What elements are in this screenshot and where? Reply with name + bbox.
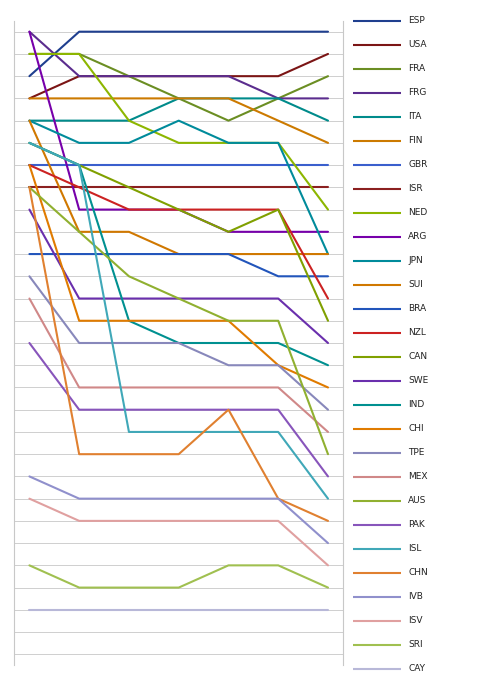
Text: FRG: FRG [408,88,426,97]
Text: SWE: SWE [408,376,428,386]
Text: MEX: MEX [408,472,427,482]
Text: AUS: AUS [408,496,426,506]
Text: BRA: BRA [408,304,426,314]
Text: USA: USA [408,40,426,49]
Text: CAN: CAN [408,352,427,362]
Text: ESP: ESP [408,16,425,25]
Text: ITA: ITA [408,112,422,121]
Text: JPN: JPN [408,256,423,265]
Text: ARG: ARG [408,232,427,241]
Text: GBR: GBR [408,160,427,169]
Text: FIN: FIN [408,136,423,145]
Text: CHN: CHN [408,568,428,578]
Text: PAK: PAK [408,520,425,530]
Text: ISR: ISR [408,184,423,193]
Text: ISL: ISL [408,544,422,554]
Text: IND: IND [408,400,425,410]
Text: CAY: CAY [408,664,425,674]
Text: NZL: NZL [408,328,426,338]
Text: TPE: TPE [408,448,425,458]
Text: IVB: IVB [408,592,423,602]
Text: SUI: SUI [408,280,423,289]
Text: ISV: ISV [408,616,423,626]
Text: SRI: SRI [408,640,423,650]
Text: FRA: FRA [408,64,425,73]
Text: NED: NED [408,208,427,217]
Text: CHI: CHI [408,424,424,434]
